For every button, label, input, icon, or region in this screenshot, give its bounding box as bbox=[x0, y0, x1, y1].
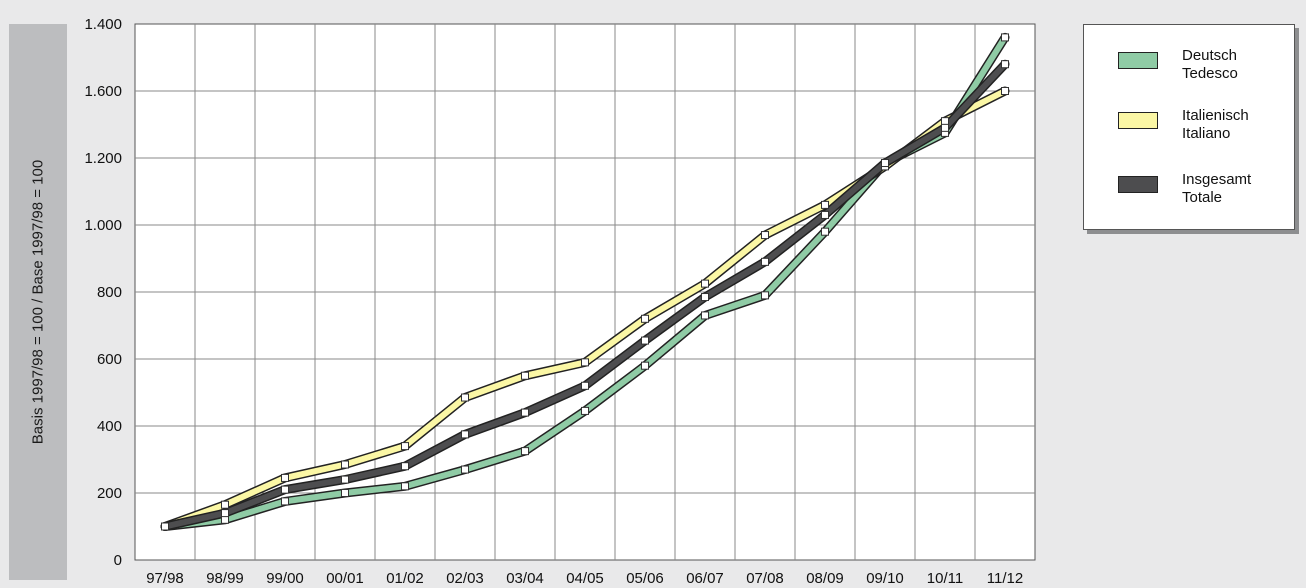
data-point bbox=[461, 393, 469, 402]
legend-label: Insgesamt Totale bbox=[1182, 171, 1251, 207]
data-point bbox=[221, 509, 229, 518]
x-tick-labels: 97/98 98/99 99/00 00/01 01/02 02/03 03/04 04/05… bbox=[146, 570, 1023, 587]
x-tick-label: 04/05 bbox=[566, 570, 604, 587]
y-tick-label: 200 bbox=[97, 485, 122, 502]
legend-item: Insgesamt Totale bbox=[1118, 171, 1251, 207]
x-tick-label: 05/06 bbox=[626, 570, 664, 587]
data-point bbox=[521, 447, 529, 456]
data-point bbox=[821, 200, 829, 209]
data-point bbox=[461, 465, 469, 474]
x-tick-label: 09/10 bbox=[866, 570, 904, 587]
x-tick-label: 98/99 bbox=[206, 570, 244, 587]
data-point bbox=[281, 497, 289, 506]
data-point bbox=[521, 371, 529, 380]
data-point bbox=[941, 117, 949, 126]
data-point bbox=[401, 482, 409, 491]
grid bbox=[135, 24, 1035, 560]
data-point bbox=[461, 430, 469, 439]
data-point bbox=[401, 462, 409, 471]
x-tick-label: 03/04 bbox=[506, 570, 544, 587]
data-point bbox=[821, 227, 829, 236]
data-point bbox=[341, 489, 349, 497]
data-point bbox=[761, 291, 769, 300]
legend-label-line: Insgesamt bbox=[1182, 171, 1252, 188]
data-point bbox=[161, 522, 169, 531]
y-tick-label: 1.000 bbox=[84, 217, 122, 234]
data-point bbox=[941, 123, 949, 132]
y-tick-label: 600 bbox=[97, 351, 122, 368]
data-point bbox=[761, 231, 769, 240]
x-tick-label: 99/00 bbox=[266, 570, 304, 587]
y-tick-label: 800 bbox=[97, 284, 122, 301]
data-point bbox=[761, 257, 769, 266]
data-point bbox=[581, 358, 589, 367]
legend-label-line: Deutsch bbox=[1182, 47, 1238, 64]
series-points bbox=[161, 33, 1009, 531]
data-point bbox=[281, 485, 289, 494]
legend-swatch bbox=[1118, 52, 1158, 69]
data-point bbox=[521, 408, 529, 417]
x-tick-label: 06/07 bbox=[686, 570, 724, 587]
y-tick-label: 1.600 bbox=[84, 83, 122, 100]
legend-label-line: Italienisch bbox=[1182, 107, 1249, 124]
data-point bbox=[701, 293, 709, 302]
x-tick-label: 11/12 bbox=[987, 570, 1023, 587]
data-point bbox=[1001, 60, 1009, 69]
legend-swatch bbox=[1118, 112, 1158, 129]
data-point bbox=[401, 442, 409, 451]
legend-label-line: Totale bbox=[1182, 189, 1223, 206]
data-point bbox=[641, 361, 649, 370]
data-point bbox=[641, 336, 649, 345]
legend-label: Italienisch Italiano bbox=[1182, 107, 1249, 143]
data-point bbox=[341, 460, 349, 469]
data-point bbox=[341, 475, 349, 484]
data-point bbox=[881, 159, 889, 168]
legend: Deutsch Tedesco Italienisch Italiano Insgesa… bbox=[1083, 24, 1295, 230]
y-tick-label: 1.200 bbox=[84, 150, 122, 167]
legend-item: Deutsch Tedesco bbox=[1118, 47, 1238, 83]
y-axis-label-panel bbox=[9, 24, 67, 580]
x-tick-label: 00/01 bbox=[326, 570, 364, 587]
y-tick-label: 0 bbox=[114, 552, 122, 569]
y-tick-labels: 0 200 400 600 800 1.000 1.200 1.600 1.400 bbox=[84, 16, 122, 569]
x-tick-label: 10/11 bbox=[927, 570, 963, 587]
y-tick-label: 400 bbox=[97, 418, 122, 435]
x-tick-label: 01/02 bbox=[386, 570, 424, 587]
data-point bbox=[1001, 87, 1009, 95]
data-point bbox=[581, 381, 589, 390]
data-point bbox=[221, 500, 229, 509]
legend-label-line: Italiano bbox=[1182, 125, 1231, 142]
data-point bbox=[581, 406, 589, 415]
legend-label-line: Tedesco bbox=[1182, 65, 1238, 82]
x-tick-label: 07/08 bbox=[746, 570, 784, 587]
legend-item: Italienisch Italiano bbox=[1118, 107, 1249, 143]
legend-label: Deutsch Tedesco bbox=[1182, 47, 1238, 83]
data-point bbox=[701, 279, 709, 288]
data-point bbox=[821, 210, 829, 219]
x-tick-label: 02/03 bbox=[446, 570, 484, 587]
data-point bbox=[641, 314, 649, 323]
legend-swatch bbox=[1118, 176, 1158, 193]
data-point bbox=[1001, 33, 1009, 42]
data-point bbox=[221, 515, 229, 524]
x-tick-label: 97/98 bbox=[146, 570, 184, 587]
data-point bbox=[701, 311, 709, 320]
data-point bbox=[281, 473, 289, 482]
x-tick-label: 08/09 bbox=[806, 570, 844, 587]
y-tick-label: 1.400 bbox=[84, 16, 122, 33]
